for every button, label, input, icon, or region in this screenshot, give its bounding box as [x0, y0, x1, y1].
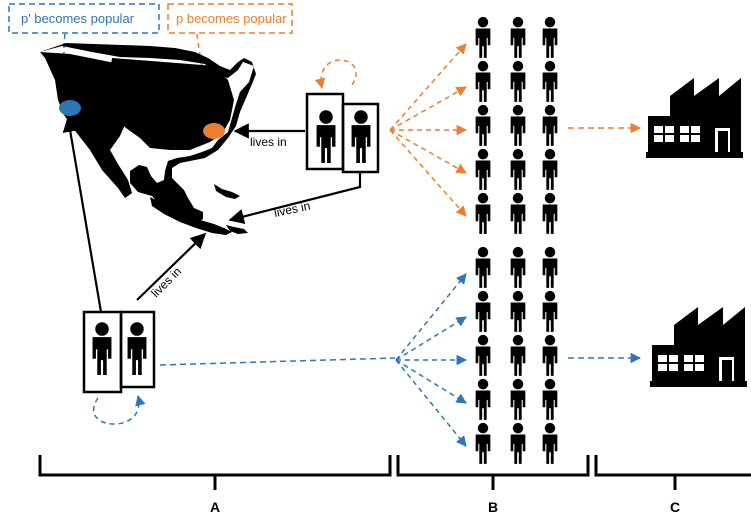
person-icon [542, 422, 558, 464]
factory-icon [650, 307, 747, 387]
person-icon [510, 290, 526, 332]
lives-in-label-top-south: lives in [273, 199, 312, 220]
person-icon [475, 378, 491, 420]
fan-arrow [389, 129, 467, 217]
person-icon [510, 378, 526, 420]
fan-arrow [395, 359, 467, 404]
fan-arrow [395, 359, 467, 447]
couple-bottom-frame-right [119, 310, 156, 389]
person-icon [542, 246, 558, 288]
crowd-top [475, 16, 558, 234]
person-icon [475, 290, 491, 332]
person-icon [542, 104, 558, 146]
person-icon [510, 192, 526, 234]
fan-arrow [389, 86, 467, 131]
person-icon [475, 246, 491, 288]
person-icon [475, 192, 491, 234]
central-america-tip [226, 225, 248, 234]
fan-arrow [389, 129, 467, 174]
couple-top-self-loop [314, 59, 357, 90]
person-icon [542, 378, 558, 420]
person-icon [127, 322, 147, 375]
person-icon [475, 148, 491, 190]
person-icon [542, 192, 558, 234]
person-icon [475, 422, 491, 464]
person-icon [542, 148, 558, 190]
factory-icon [646, 78, 743, 158]
bracket-c: C [594, 455, 751, 515]
person-icon [510, 104, 526, 146]
section-label-c: C [670, 499, 680, 515]
person-icon [510, 246, 526, 288]
lives-in-label-top: lives in [250, 135, 287, 149]
lives-in-label-bottom: lives in [148, 264, 184, 300]
person-icon [475, 334, 491, 376]
person-icon [510, 60, 526, 102]
person-icon [510, 148, 526, 190]
person-icon [510, 422, 526, 464]
person-icon [542, 60, 558, 102]
person-icon [542, 290, 558, 332]
person-icon [475, 16, 491, 58]
callout-blue-text: p′ becomes popular [21, 11, 135, 26]
callout-orange: p becomes popular [167, 3, 293, 34]
arrow-to-west-coast [62, 116, 103, 313]
bracket-a: A [38, 455, 392, 515]
fan-arrow [389, 43, 467, 131]
person-icon [92, 322, 112, 375]
blue-fan-arrows [395, 273, 468, 447]
callout-blue-box [8, 3, 160, 34]
lives-in-arrow-top-south [228, 172, 362, 225]
location-marker-west-coast [59, 100, 81, 116]
north-america-map-interior [108, 58, 234, 150]
section-label-a: A [210, 499, 220, 515]
callout-blue: p′ becomes popular [8, 3, 160, 34]
central-america [150, 197, 232, 235]
couple-top [305, 92, 380, 174]
fan-arrow [395, 273, 467, 361]
couple-bottom [82, 310, 156, 394]
orange-fan-arrows [389, 43, 468, 217]
person-icon [475, 104, 491, 146]
person-icon [316, 110, 336, 163]
person-icon [510, 334, 526, 376]
section-label-b: B [488, 499, 498, 515]
fan-arrow [395, 316, 467, 361]
lives-in-arrow-bottom [136, 232, 207, 301]
caribbean-islands [214, 184, 240, 199]
callout-orange-box [167, 3, 293, 34]
person-icon [351, 110, 371, 163]
bracket-b: B [396, 455, 590, 515]
person-icon [510, 16, 526, 58]
couple-bottom-self-loop [93, 394, 146, 425]
blue-couple-to-crowd-line [159, 357, 396, 366]
location-marker-east-coast [203, 123, 225, 139]
callout-orange-text: p becomes popular [176, 11, 287, 26]
crowd-bottom [475, 246, 558, 464]
person-icon [542, 334, 558, 376]
person-icon [542, 16, 558, 58]
person-icon [475, 60, 491, 102]
north-america-map [40, 43, 256, 223]
